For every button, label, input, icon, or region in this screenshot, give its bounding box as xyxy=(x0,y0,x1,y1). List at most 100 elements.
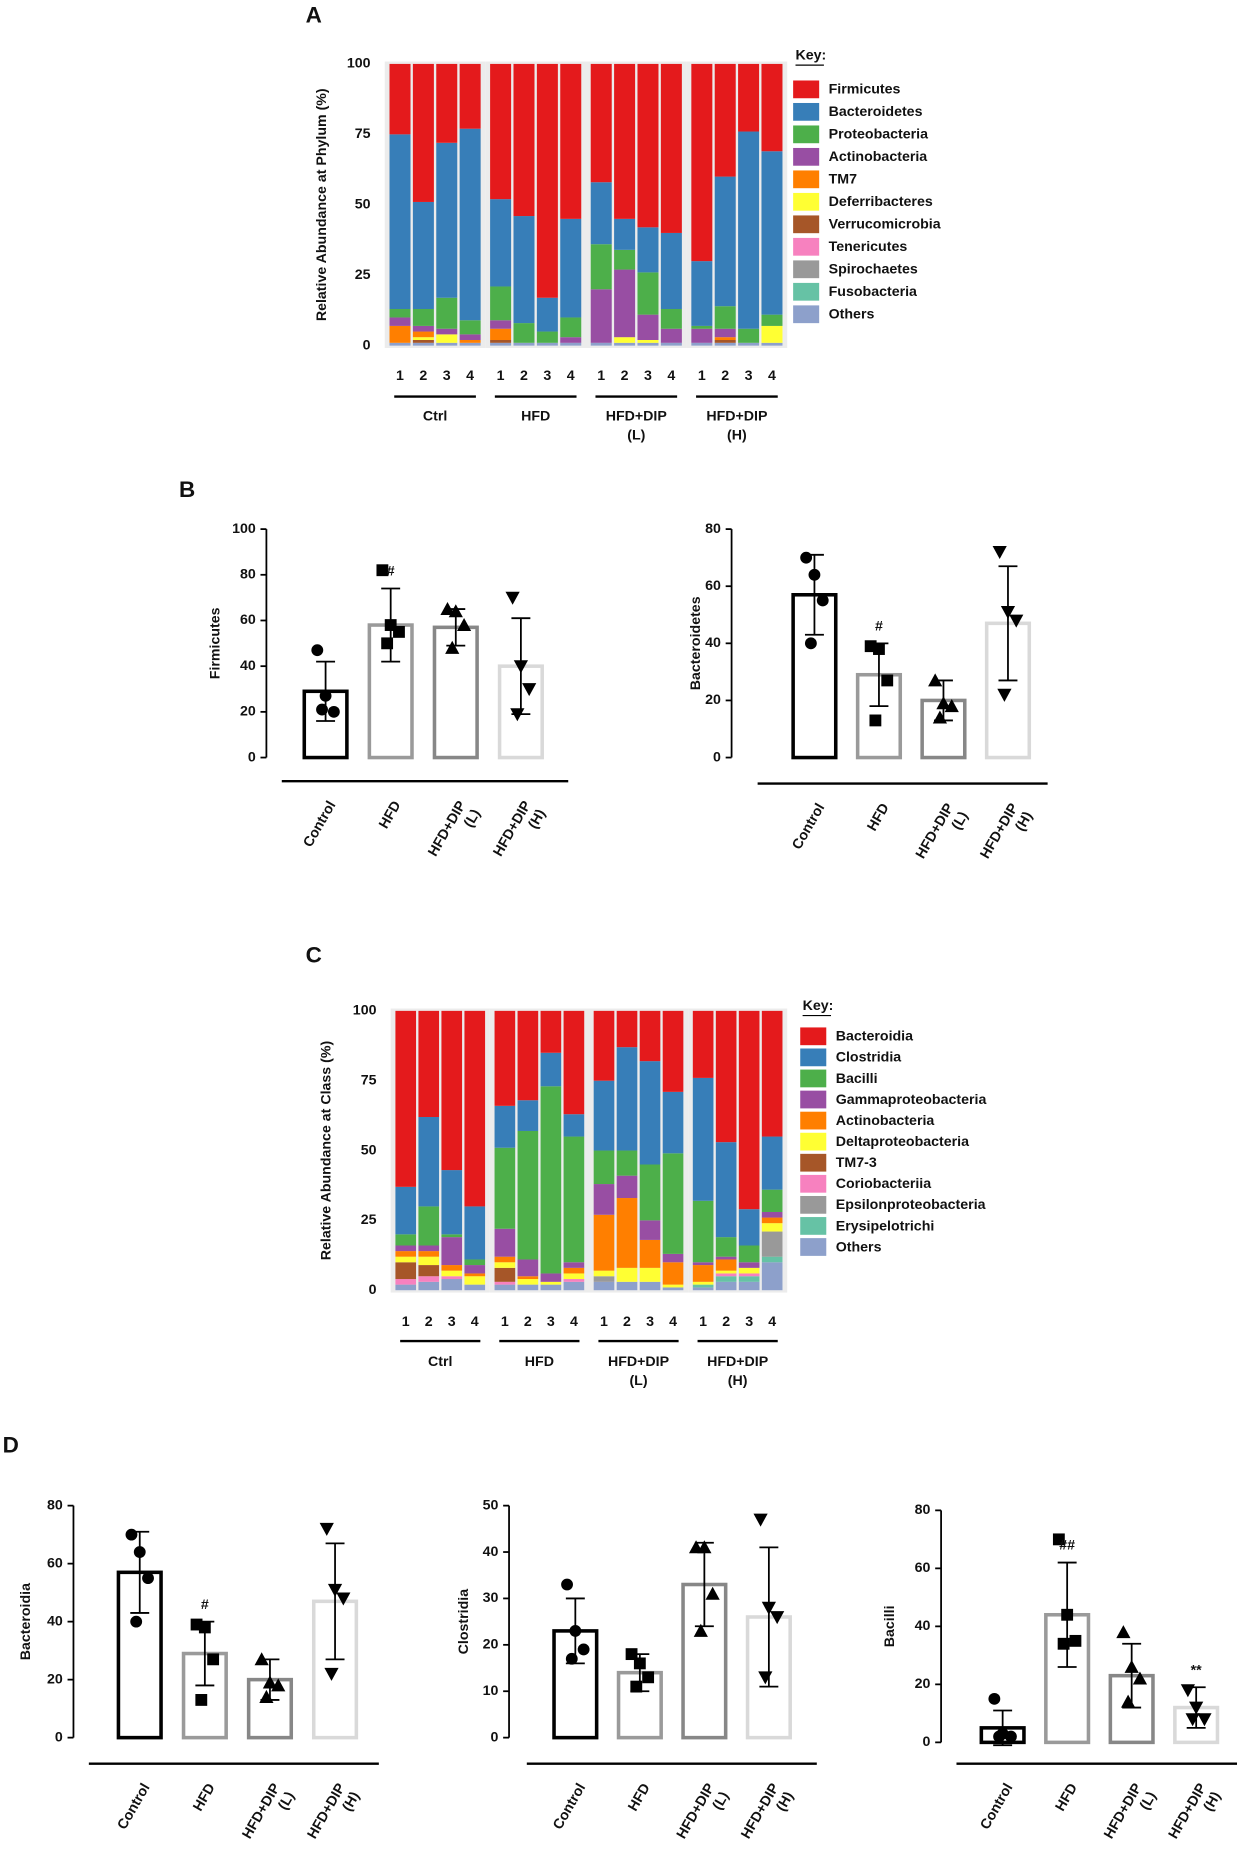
legend-swatch xyxy=(800,1069,827,1088)
bar-segment xyxy=(464,1273,486,1277)
bar-segment xyxy=(540,1010,562,1053)
bar-segment xyxy=(662,1091,684,1154)
bar-segment xyxy=(715,1256,737,1260)
x-tick-label: HFD+DIP xyxy=(1101,1781,1145,1842)
annotation: # xyxy=(875,619,883,635)
x-tick-label-group: HFD+DIP(L) xyxy=(674,1781,733,1842)
bar-segment xyxy=(691,325,713,329)
data-point xyxy=(758,1671,773,1685)
y-tick-label: 20 xyxy=(915,1676,931,1692)
panel-label: D xyxy=(3,1432,19,1457)
data-point xyxy=(873,643,885,655)
y-tick-label: 25 xyxy=(355,267,371,283)
x-tick-label: 4 xyxy=(768,1314,776,1330)
group-label: (H) xyxy=(728,1373,748,1389)
bar-segment xyxy=(517,1284,539,1291)
x-tick-label-group: HFD+DIP(H) xyxy=(490,798,549,859)
bar-segment xyxy=(662,1287,684,1291)
bar-segment xyxy=(395,1245,417,1252)
bar-segment xyxy=(738,1281,760,1291)
y-tick-label: 50 xyxy=(483,1497,499,1513)
bar-segment xyxy=(761,1256,783,1263)
bar-segment xyxy=(738,342,760,346)
bar-segment xyxy=(590,244,612,290)
bar-segment xyxy=(738,1276,760,1282)
bar-segment xyxy=(513,342,535,346)
bar-segment xyxy=(441,1270,463,1277)
data-point xyxy=(770,1611,785,1625)
x-tick-label: Control xyxy=(789,801,828,853)
data-point xyxy=(311,644,324,657)
y-axis-label: Bacilli xyxy=(882,1605,898,1647)
bar-segment xyxy=(639,1239,661,1268)
bar-segment xyxy=(517,1010,539,1101)
x-tick-label: 3 xyxy=(543,368,551,384)
bar-segment xyxy=(715,1237,737,1257)
legend-label: Others xyxy=(829,307,875,323)
bar-segment xyxy=(692,1200,714,1263)
legend-swatch xyxy=(793,102,820,121)
data-point xyxy=(190,1618,203,1631)
bar-segment xyxy=(660,63,682,233)
bar-segment xyxy=(389,134,411,310)
bar-segment xyxy=(738,1267,760,1274)
bar-segment xyxy=(761,342,783,346)
bar-segment xyxy=(441,1234,463,1238)
x-tick-label: HFD+DIP xyxy=(674,1781,718,1842)
x-tick-label: (L) xyxy=(275,1789,298,1813)
bar-segment xyxy=(540,1086,562,1274)
bar-segment xyxy=(660,232,682,310)
x-tick-label: 4 xyxy=(768,368,776,384)
x-tick-label: HFD+DIP xyxy=(738,1781,782,1842)
data-point xyxy=(198,1621,211,1634)
data-point xyxy=(864,640,877,653)
data-point xyxy=(705,1586,720,1600)
bar-segment xyxy=(436,342,458,346)
bar-segment xyxy=(540,1281,562,1285)
bar-segment xyxy=(692,1010,714,1078)
bar-segment xyxy=(412,331,434,338)
x-tick-label-group: HFD xyxy=(625,1781,653,1814)
data-point xyxy=(753,1513,768,1527)
x-tick-label: 3 xyxy=(443,368,451,384)
legend-label: Firmicutes xyxy=(829,82,901,98)
group-label: HFD+DIP xyxy=(606,408,667,424)
legend-swatch xyxy=(793,237,820,256)
bar-segment xyxy=(418,1265,440,1277)
bar-segment xyxy=(761,63,783,152)
bar-segment xyxy=(639,1164,661,1221)
data-point xyxy=(327,705,340,718)
bar-segment xyxy=(614,63,636,219)
data-point xyxy=(804,637,817,650)
bar-segment xyxy=(490,339,512,343)
bar-segment xyxy=(692,1284,714,1288)
legend-swatch xyxy=(793,215,820,234)
data-point xyxy=(569,1624,582,1637)
x-tick-label: 2 xyxy=(621,368,629,384)
x-tick-label: 1 xyxy=(597,368,605,384)
data-point xyxy=(1116,1625,1131,1639)
bar-segment xyxy=(738,1209,760,1246)
bar-segment xyxy=(563,1273,585,1280)
y-axis-label: Firmicutes xyxy=(207,607,223,679)
y-tick-label: 75 xyxy=(361,1072,377,1088)
bar-segment xyxy=(418,1206,440,1246)
bar-segment xyxy=(691,63,713,262)
bar-segment xyxy=(494,1256,516,1263)
bar-segment xyxy=(692,1265,714,1282)
bar-segment xyxy=(395,1010,417,1187)
x-tick-label: (L) xyxy=(461,806,484,830)
x-tick-label: 1 xyxy=(600,1314,608,1330)
bar-segment xyxy=(418,1276,440,1282)
bar-segment xyxy=(662,1284,684,1288)
bar-segment xyxy=(389,63,411,135)
bar-segment xyxy=(436,328,458,335)
x-tick-label-group: HFD+DIP(H) xyxy=(977,801,1036,862)
group-label: (L) xyxy=(629,1373,647,1389)
bar-segment xyxy=(738,1262,760,1268)
bar-segment xyxy=(715,1142,737,1238)
data-point xyxy=(271,1678,286,1692)
bar-segment xyxy=(715,1259,737,1271)
x-tick-label-group: HFD+DIP(L) xyxy=(425,798,484,859)
